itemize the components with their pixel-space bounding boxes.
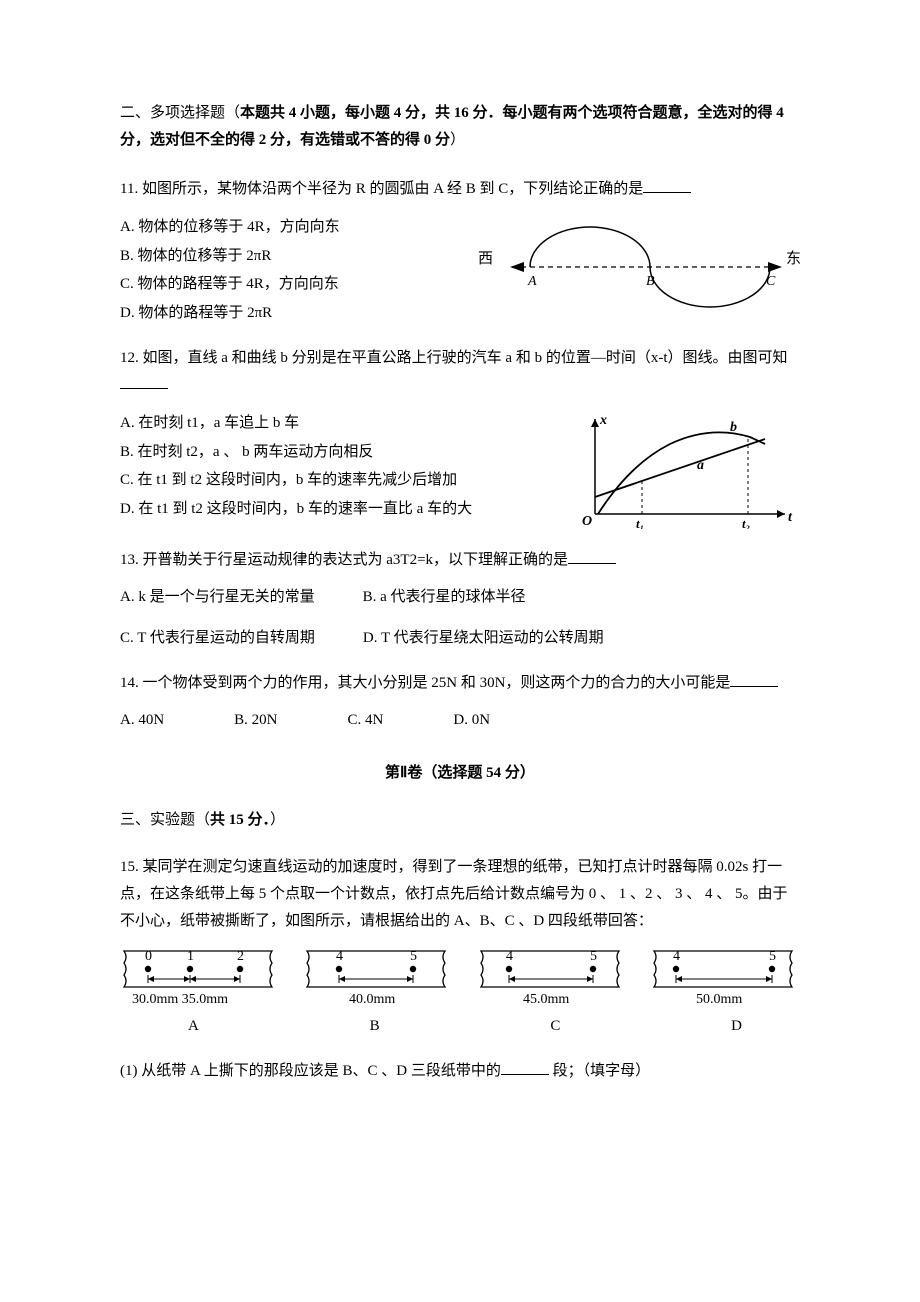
q12-options: A. 在时刻 t1，a 车追上 b 车 B. 在时刻 t2，a 、 b 两车运动… <box>120 409 550 523</box>
svg-text:40.0mm: 40.0mm <box>349 992 395 1007</box>
section3-bold: 共 15 分． <box>210 812 270 828</box>
q14-stem-text: 14. 一个物体受到两个力的作用，其大小分别是 25N 和 30N，则这两个力的… <box>120 675 730 691</box>
q13-optB: B. a 代表行星的球体半径 <box>363 584 526 611</box>
svg-text:50.0mm: 50.0mm <box>696 992 742 1007</box>
q14-blank <box>730 672 778 687</box>
q11-options: A. 物体的位移等于 4R，方向向东 B. 物体的位移等于 2πR C. 物体的… <box>120 213 450 327</box>
q15-sub1: (1) 从纸带 A 上撕下的那段应该是 B、C 、D 三段纸带中的 段；（填字母… <box>120 1058 800 1085</box>
q11-figure: 西 A B C 东 <box>470 213 800 323</box>
q11-stem-text: 11. 如图所示，某物体沿两个半径为 R 的圆弧由 A 经 B 到 C，下列结论… <box>120 181 643 197</box>
tape-A: 0 1 2 30.0mm 35.0mm <box>120 947 280 1009</box>
section2-suffix: ） <box>450 132 465 148</box>
q12-optB: B. 在时刻 t2，a 、 b 两车运动方向相反 <box>120 438 550 467</box>
section2-header: 二、多项选择题（本题共 4 小题，每小题 4 分，共 16 分．每小题有两个选项… <box>120 100 800 154</box>
q11-blank <box>643 178 691 193</box>
q12-t1-label: t₁ <box>636 516 644 529</box>
q11-stem: 11. 如图所示，某物体沿两个半径为 R 的圆弧由 A 经 B 到 C，下列结论… <box>120 176 800 203</box>
tape-D: 4 5 50.0mm <box>650 947 800 1009</box>
svg-text:4: 4 <box>506 949 513 964</box>
section3-prefix: 三、实验题（ <box>120 812 210 828</box>
q15-stem: 15. 某同学在测定匀速直线运动的加速度时，得到了一条理想的纸带，已知打点计时器… <box>120 854 800 935</box>
q13-stem: 13. 开普勒关于行星运动规律的表达式为 a3T2=k，以下理解正确的是 <box>120 547 800 574</box>
q13-optD: D. T 代表行星绕太阳运动的公转周期 <box>363 625 604 652</box>
question-12: 12. 如图，直线 a 和曲线 b 分别是在平直公路上行驶的汽车 a 和 b 的… <box>120 345 800 529</box>
tape-D-label: D <box>731 1013 742 1040</box>
svg-text:0: 0 <box>145 949 152 964</box>
svg-text:5: 5 <box>769 949 776 964</box>
q12-figure: x t O t₁ t₂ a b <box>570 409 800 529</box>
q11-B-label: B <box>646 274 655 289</box>
tape-B-label: B <box>370 1013 380 1040</box>
q15-sub1-blank <box>501 1060 549 1075</box>
q12-optD: D. 在 t1 到 t2 这段时间内，b 车的速率一直比 a 车的大 <box>120 495 550 524</box>
section3-suffix: ） <box>270 812 285 828</box>
q12-stem: 12. 如图，直线 a 和曲线 b 分别是在平直公路上行驶的汽车 a 和 b 的… <box>120 345 800 399</box>
question-15: 15. 某同学在测定匀速直线运动的加速度时，得到了一条理想的纸带，已知打点计时器… <box>120 854 800 1085</box>
q14-stem: 14. 一个物体受到两个力的作用，其大小分别是 25N 和 30N，则这两个力的… <box>120 670 800 697</box>
q11-optD: D. 物体的路程等于 2πR <box>120 299 450 328</box>
tape-C: 4 5 45.0mm <box>477 947 627 1009</box>
question-11: 11. 如图所示，某物体沿两个半径为 R 的圆弧由 A 经 B 到 C，下列结论… <box>120 176 800 327</box>
svg-text:5: 5 <box>410 949 417 964</box>
q12-O-label: O <box>582 514 592 529</box>
q13-blank <box>568 549 616 564</box>
q14-optA: A. 40N <box>120 707 164 734</box>
q11-optB: B. 物体的位移等于 2πR <box>120 242 450 271</box>
q12-stem-text: 12. 如图，直线 a 和曲线 b 分别是在平直公路上行驶的汽车 a 和 b 的… <box>120 350 787 366</box>
q11-C-label: C <box>766 274 776 289</box>
question-13: 13. 开普勒关于行星运动规律的表达式为 a3T2=k，以下理解正确的是 A. … <box>120 547 800 652</box>
q14-optD: D. 0N <box>453 707 490 734</box>
q11-west-label: 西 <box>478 251 493 267</box>
section2-prefix: 二、多项选择题（ <box>120 105 240 121</box>
q12-t2-label: t₂ <box>742 516 750 529</box>
svg-text:5: 5 <box>590 949 597 964</box>
tape-label-row: A B C D <box>120 1013 800 1040</box>
q12-optC: C. 在 t1 到 t2 这段时间内，b 车的速率先减少后增加 <box>120 466 550 495</box>
q13-optC: C. T 代表行星运动的自转周期 <box>120 625 315 652</box>
svg-text:4: 4 <box>673 949 680 964</box>
q11-optA: A. 物体的位移等于 4R，方向向东 <box>120 213 450 242</box>
q12-optA: A. 在时刻 t1，a 车追上 b 车 <box>120 409 550 438</box>
q14-optB: B. 20N <box>234 707 277 734</box>
q12-b-label: b <box>730 420 737 435</box>
svg-text:1: 1 <box>187 949 194 964</box>
tape-A-label: A <box>188 1013 199 1040</box>
q15-sub1-b: 段；（填字母） <box>549 1063 650 1079</box>
q11-optC: C. 物体的路程等于 4R，方向向东 <box>120 270 450 299</box>
q12-a-label: a <box>697 458 704 473</box>
svg-text:30.0mm 35.0mm: 30.0mm 35.0mm <box>132 992 228 1007</box>
q12-blank <box>120 374 168 389</box>
q13-optA: A. k 是一个与行星无关的常量 <box>120 584 315 611</box>
q12-t-label: t <box>788 510 793 525</box>
section3-header: 三、实验题（共 15 分．） <box>120 807 800 834</box>
q11-A-label: A <box>527 274 537 289</box>
tape-C-label: C <box>550 1013 560 1040</box>
svg-text:4: 4 <box>336 949 343 964</box>
paper2-title: 第Ⅱ卷（选择题 54 分） <box>120 760 800 787</box>
question-14: 14. 一个物体受到两个力的作用，其大小分别是 25N 和 30N，则这两个力的… <box>120 670 800 734</box>
svg-text:45.0mm: 45.0mm <box>523 992 569 1007</box>
q15-sub1-a: (1) 从纸带 A 上撕下的那段应该是 B、C 、D 三段纸带中的 <box>120 1063 501 1079</box>
tape-figure-row: 0 1 2 30.0mm 35.0mm 4 5 40.0mm <box>120 947 800 1009</box>
q12-x-label: x <box>599 413 607 428</box>
svg-text:2: 2 <box>237 949 244 964</box>
q14-optC: C. 4N <box>348 707 384 734</box>
tape-B: 4 5 40.0mm <box>303 947 453 1009</box>
q13-stem-text: 13. 开普勒关于行星运动规律的表达式为 a3T2=k，以下理解正确的是 <box>120 552 568 568</box>
q11-east-label: 东 <box>786 250 800 267</box>
